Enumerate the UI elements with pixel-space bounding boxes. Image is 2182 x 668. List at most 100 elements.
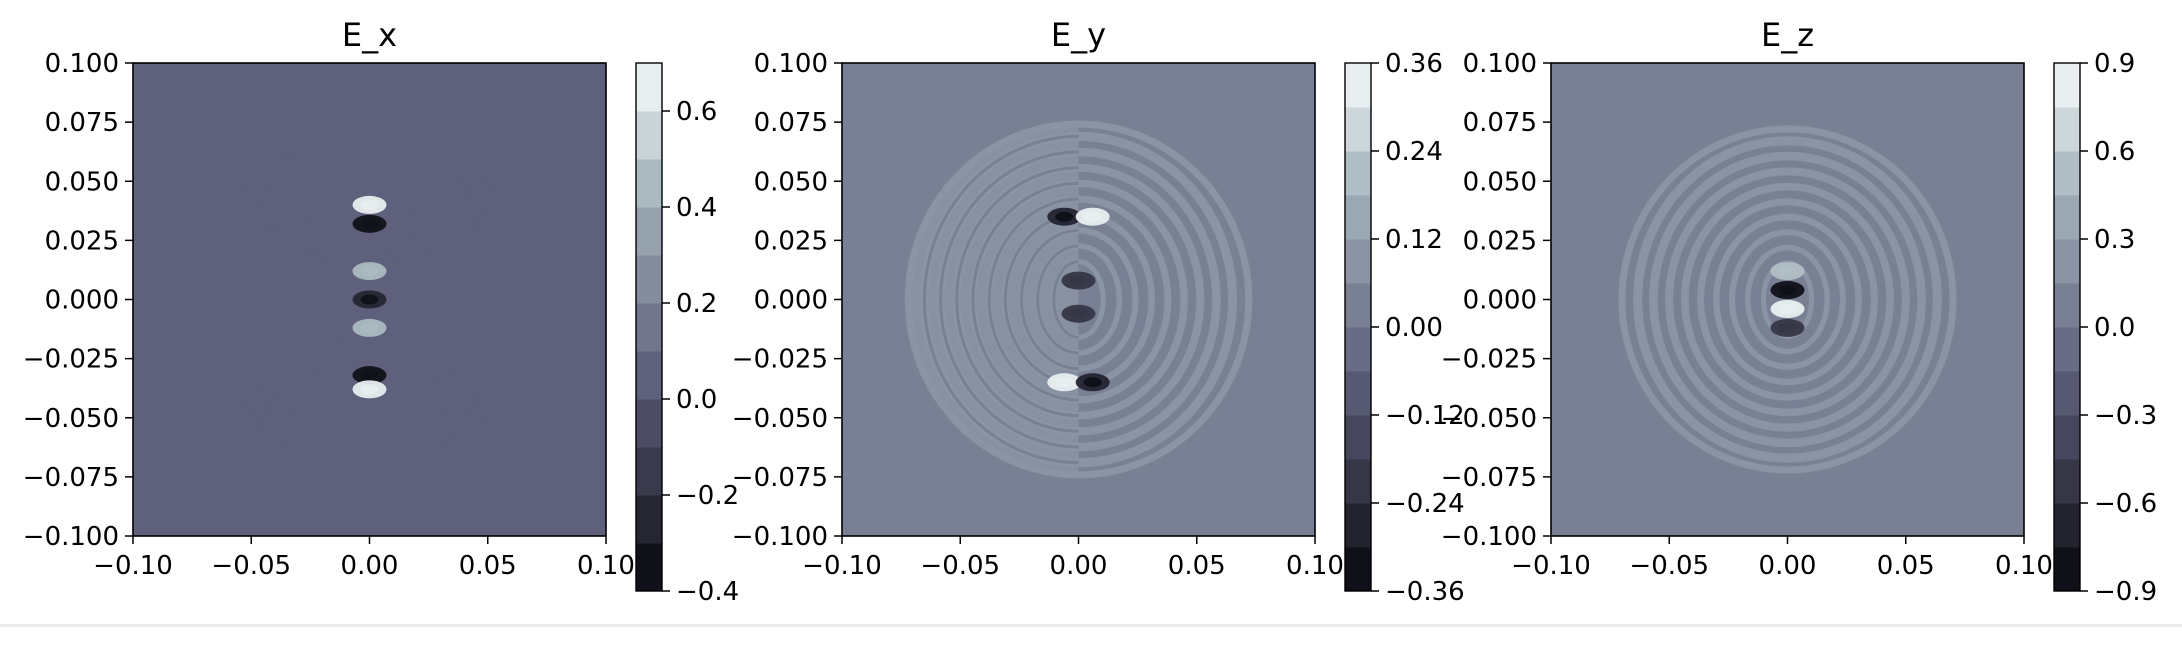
colorbar-band bbox=[1345, 371, 1371, 416]
colorbar-band bbox=[2054, 415, 2080, 460]
colorbar-band bbox=[1345, 195, 1371, 240]
ring bbox=[939, 150, 1079, 449]
colorbar-band bbox=[2054, 371, 2080, 416]
lobe-core bbox=[1069, 308, 1088, 319]
lobe-core bbox=[1055, 211, 1074, 222]
y-tick-label: 0.025 bbox=[1463, 226, 1537, 256]
field-lobes bbox=[1770, 262, 1805, 337]
y-tick-label: 0.100 bbox=[45, 49, 119, 79]
y-tick-label: 0.075 bbox=[754, 108, 828, 138]
ring bbox=[987, 197, 1079, 402]
chart-panel-e-z: E_z −0.10 −0.05 0.00 0.05 0.10 0.100 0.075 0.050… bbox=[1441, 16, 2157, 607]
colorbar-band bbox=[1345, 239, 1371, 284]
y-tick-label: 0.000 bbox=[45, 286, 119, 316]
colorbar-band bbox=[2054, 547, 2080, 592]
chart-panel-e-y: E_y −0.10 −0.05 0.00 0.05 0.10 0.100 0.075 0.050… bbox=[732, 16, 1465, 607]
lobe-core bbox=[360, 294, 379, 305]
colorbar-tick-label: 0.36 bbox=[1385, 49, 1443, 79]
lobe-core bbox=[1778, 322, 1797, 333]
x-tick-label: 0.05 bbox=[459, 551, 517, 581]
colorbar-band bbox=[1345, 459, 1371, 504]
disc-boundary bbox=[200, 125, 539, 474]
colorbar-tick-label: 0.0 bbox=[676, 385, 717, 415]
y-tick-label: −0.075 bbox=[23, 463, 119, 493]
colorbar-tick-label: −0.3 bbox=[2094, 401, 2157, 431]
lobe-core bbox=[1778, 303, 1797, 314]
colorbar-tick-label: 0.6 bbox=[676, 97, 717, 127]
colorbar-band bbox=[1345, 503, 1371, 548]
ring bbox=[1665, 167, 1910, 432]
ring bbox=[955, 166, 1079, 433]
ring bbox=[971, 181, 1079, 418]
colorbar-tick-label: 0.4 bbox=[676, 193, 717, 223]
colorbar-tick-label: −0.12 bbox=[1385, 401, 1465, 431]
colorbar-tick-label: 0.3 bbox=[2094, 225, 2135, 255]
lobe-core bbox=[360, 218, 379, 229]
x-tick-label: 0.00 bbox=[1050, 551, 1108, 581]
y-tick-label: 0.025 bbox=[45, 226, 119, 256]
colorbar-band bbox=[636, 447, 662, 496]
colorbar-band bbox=[2054, 107, 2080, 152]
ring bbox=[1019, 228, 1079, 371]
colorbar-band bbox=[1345, 327, 1371, 372]
x-tick-label: 0.00 bbox=[341, 551, 399, 581]
colorbar-tick-label: −0.4 bbox=[676, 577, 739, 607]
lobe-core bbox=[360, 384, 379, 395]
ring bbox=[1681, 182, 1894, 417]
colorbar-tick-label: −0.2 bbox=[676, 481, 739, 511]
colorbar-band bbox=[636, 159, 662, 208]
colorbar-tick-label: −0.9 bbox=[2094, 577, 2157, 607]
y-tick-label: 0.100 bbox=[1463, 49, 1537, 79]
colorbar-band bbox=[1345, 151, 1371, 196]
y-tick-label: −0.050 bbox=[732, 404, 828, 434]
colorbar-band bbox=[1345, 283, 1371, 328]
lobe-core bbox=[360, 370, 379, 381]
y-tick-label: −0.025 bbox=[1441, 345, 1537, 375]
y-tick-label: −0.025 bbox=[23, 345, 119, 375]
y-tick-label: 0.075 bbox=[1463, 108, 1537, 138]
lobe-core bbox=[1083, 211, 1102, 222]
colorbar-tick-label: −0.24 bbox=[1385, 489, 1465, 519]
x-tick-label: 0.10 bbox=[1286, 551, 1344, 581]
colorbar-band bbox=[636, 63, 662, 112]
lobe-core bbox=[1778, 285, 1797, 296]
lobe-core bbox=[1069, 275, 1088, 286]
lobe-core bbox=[1778, 266, 1797, 277]
colorbar-band bbox=[636, 351, 662, 400]
ring bbox=[1003, 213, 1079, 386]
colorbar-band bbox=[1345, 107, 1371, 152]
interference-rings bbox=[1618, 125, 1957, 474]
colorbar-band bbox=[636, 543, 662, 592]
y-tick-label: 0.025 bbox=[754, 226, 828, 256]
y-tick-label: 0.000 bbox=[754, 286, 828, 316]
colorbar-band bbox=[636, 207, 662, 256]
bottom-strip bbox=[0, 627, 2182, 668]
x-tick-label: 0.05 bbox=[1168, 551, 1226, 581]
ring bbox=[1649, 151, 1926, 448]
colorbar-tick-label: 0.0 bbox=[2094, 313, 2135, 343]
ring bbox=[1036, 244, 1079, 355]
y-tick-label: 0.050 bbox=[1463, 167, 1537, 197]
x-tick-label: −0.05 bbox=[1629, 551, 1709, 581]
x-tick-label: 0.00 bbox=[1759, 551, 1817, 581]
colorbar-tick-label: 0.12 bbox=[1385, 225, 1443, 255]
colorbar-band bbox=[636, 255, 662, 304]
plot-area bbox=[1551, 63, 2024, 536]
colorbar-band bbox=[636, 399, 662, 448]
ring bbox=[1729, 229, 1846, 370]
x-tick-label: 0.10 bbox=[1995, 551, 2053, 581]
interference-rings bbox=[200, 125, 539, 474]
colorbar: −0.4 −0.2 0.0 0.2 0.4 0.6 bbox=[635, 62, 739, 607]
y-tick-label: −0.050 bbox=[1441, 404, 1537, 434]
x-tick-label: −0.10 bbox=[1511, 551, 1591, 581]
ring bbox=[922, 134, 1079, 465]
colorbar-band bbox=[2054, 283, 2080, 328]
chart-title: E_y bbox=[1051, 16, 1106, 54]
ring bbox=[263, 182, 476, 417]
y-tick-label: −0.100 bbox=[23, 522, 119, 552]
colorbar-band bbox=[2054, 63, 2080, 108]
lobe-core bbox=[1083, 377, 1102, 388]
x-tick-label: −0.10 bbox=[93, 551, 173, 581]
plot-area bbox=[133, 63, 606, 536]
